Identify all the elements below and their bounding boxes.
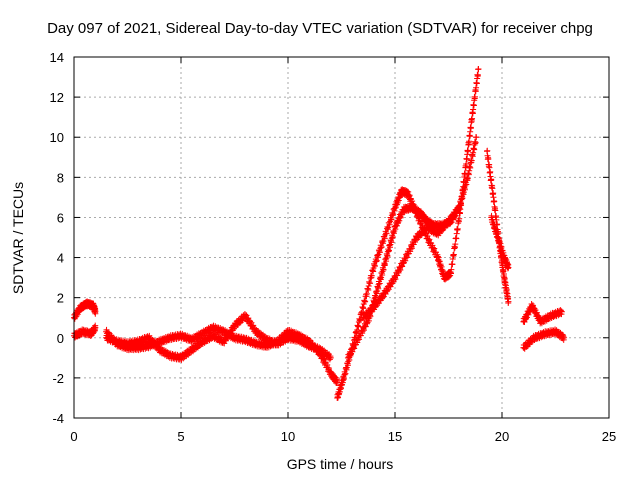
x-tick-label: 10 <box>281 429 295 444</box>
series-track-g <box>359 202 463 322</box>
data-point <box>505 264 512 271</box>
x-tick-label: 15 <box>388 429 402 444</box>
data-point <box>558 308 565 315</box>
series-track-i <box>488 212 512 272</box>
data-point <box>327 354 334 361</box>
data-marks <box>71 66 568 401</box>
x-tick-label: 25 <box>602 429 616 444</box>
y-tick-label: 2 <box>57 291 64 306</box>
data-point <box>463 160 470 167</box>
data-point <box>464 175 471 182</box>
ticks: 0 5 10 15 20 25 -4 -2 0 2 4 6 8 10 12 14 <box>50 50 617 444</box>
data-point <box>472 139 479 146</box>
data-point <box>92 308 99 315</box>
series-track-j <box>520 300 565 327</box>
data-point <box>485 155 492 162</box>
y-tick-label: 4 <box>57 251 64 266</box>
y-tick-label: 8 <box>57 170 64 185</box>
data-point <box>492 207 499 214</box>
series-track-h <box>484 147 512 306</box>
data-point <box>491 198 498 205</box>
data-point <box>456 215 463 222</box>
y-tick-label: -2 <box>52 371 64 386</box>
series-track-k <box>520 326 568 352</box>
y-tick-label: -4 <box>52 411 64 426</box>
data-point <box>368 272 375 279</box>
data-point <box>467 164 474 171</box>
data-point <box>454 225 461 232</box>
data-point <box>488 176 495 183</box>
series-track-a <box>71 298 99 322</box>
data-point <box>489 185 496 192</box>
data-point <box>505 298 512 305</box>
data-point <box>92 324 99 331</box>
data-point <box>469 115 476 122</box>
series-track-b <box>71 322 99 341</box>
y-tick-label: 12 <box>50 90 64 105</box>
y-tick-label: 6 <box>57 210 64 225</box>
data-point <box>450 251 457 258</box>
data-point <box>473 84 480 91</box>
data-point <box>475 66 482 73</box>
y-tick-label: 0 <box>57 331 64 346</box>
data-point <box>474 72 481 79</box>
data-point <box>367 280 374 287</box>
data-point <box>452 241 459 248</box>
chart-title: Day 097 of 2021, Sidereal Day-to-day VTE… <box>47 20 593 37</box>
data-point <box>470 102 477 109</box>
plot-frame <box>73 56 610 419</box>
data-point <box>486 164 493 171</box>
data-point <box>473 134 480 141</box>
data-point <box>466 138 473 145</box>
data-point <box>467 124 474 131</box>
data-point <box>468 157 475 164</box>
data-point <box>456 204 463 211</box>
series-track-e <box>334 66 482 401</box>
data-point <box>448 266 455 273</box>
data-point <box>363 290 370 297</box>
grid <box>74 57 609 418</box>
data-point <box>471 93 478 100</box>
data-point <box>465 147 472 154</box>
x-tick-label: 5 <box>177 429 184 444</box>
y-tick-label: 10 <box>50 130 64 145</box>
data-point <box>334 378 341 385</box>
x-tick-label: 0 <box>70 429 77 444</box>
data-point <box>561 334 568 341</box>
series-track-d <box>103 311 334 363</box>
x-axis-label: GPS time / hours <box>286 456 394 472</box>
x-tick-label: 20 <box>495 429 509 444</box>
series-track-c <box>103 322 341 386</box>
y-tick-label: 14 <box>50 50 64 65</box>
data-point <box>449 261 456 268</box>
data-point <box>362 298 369 305</box>
